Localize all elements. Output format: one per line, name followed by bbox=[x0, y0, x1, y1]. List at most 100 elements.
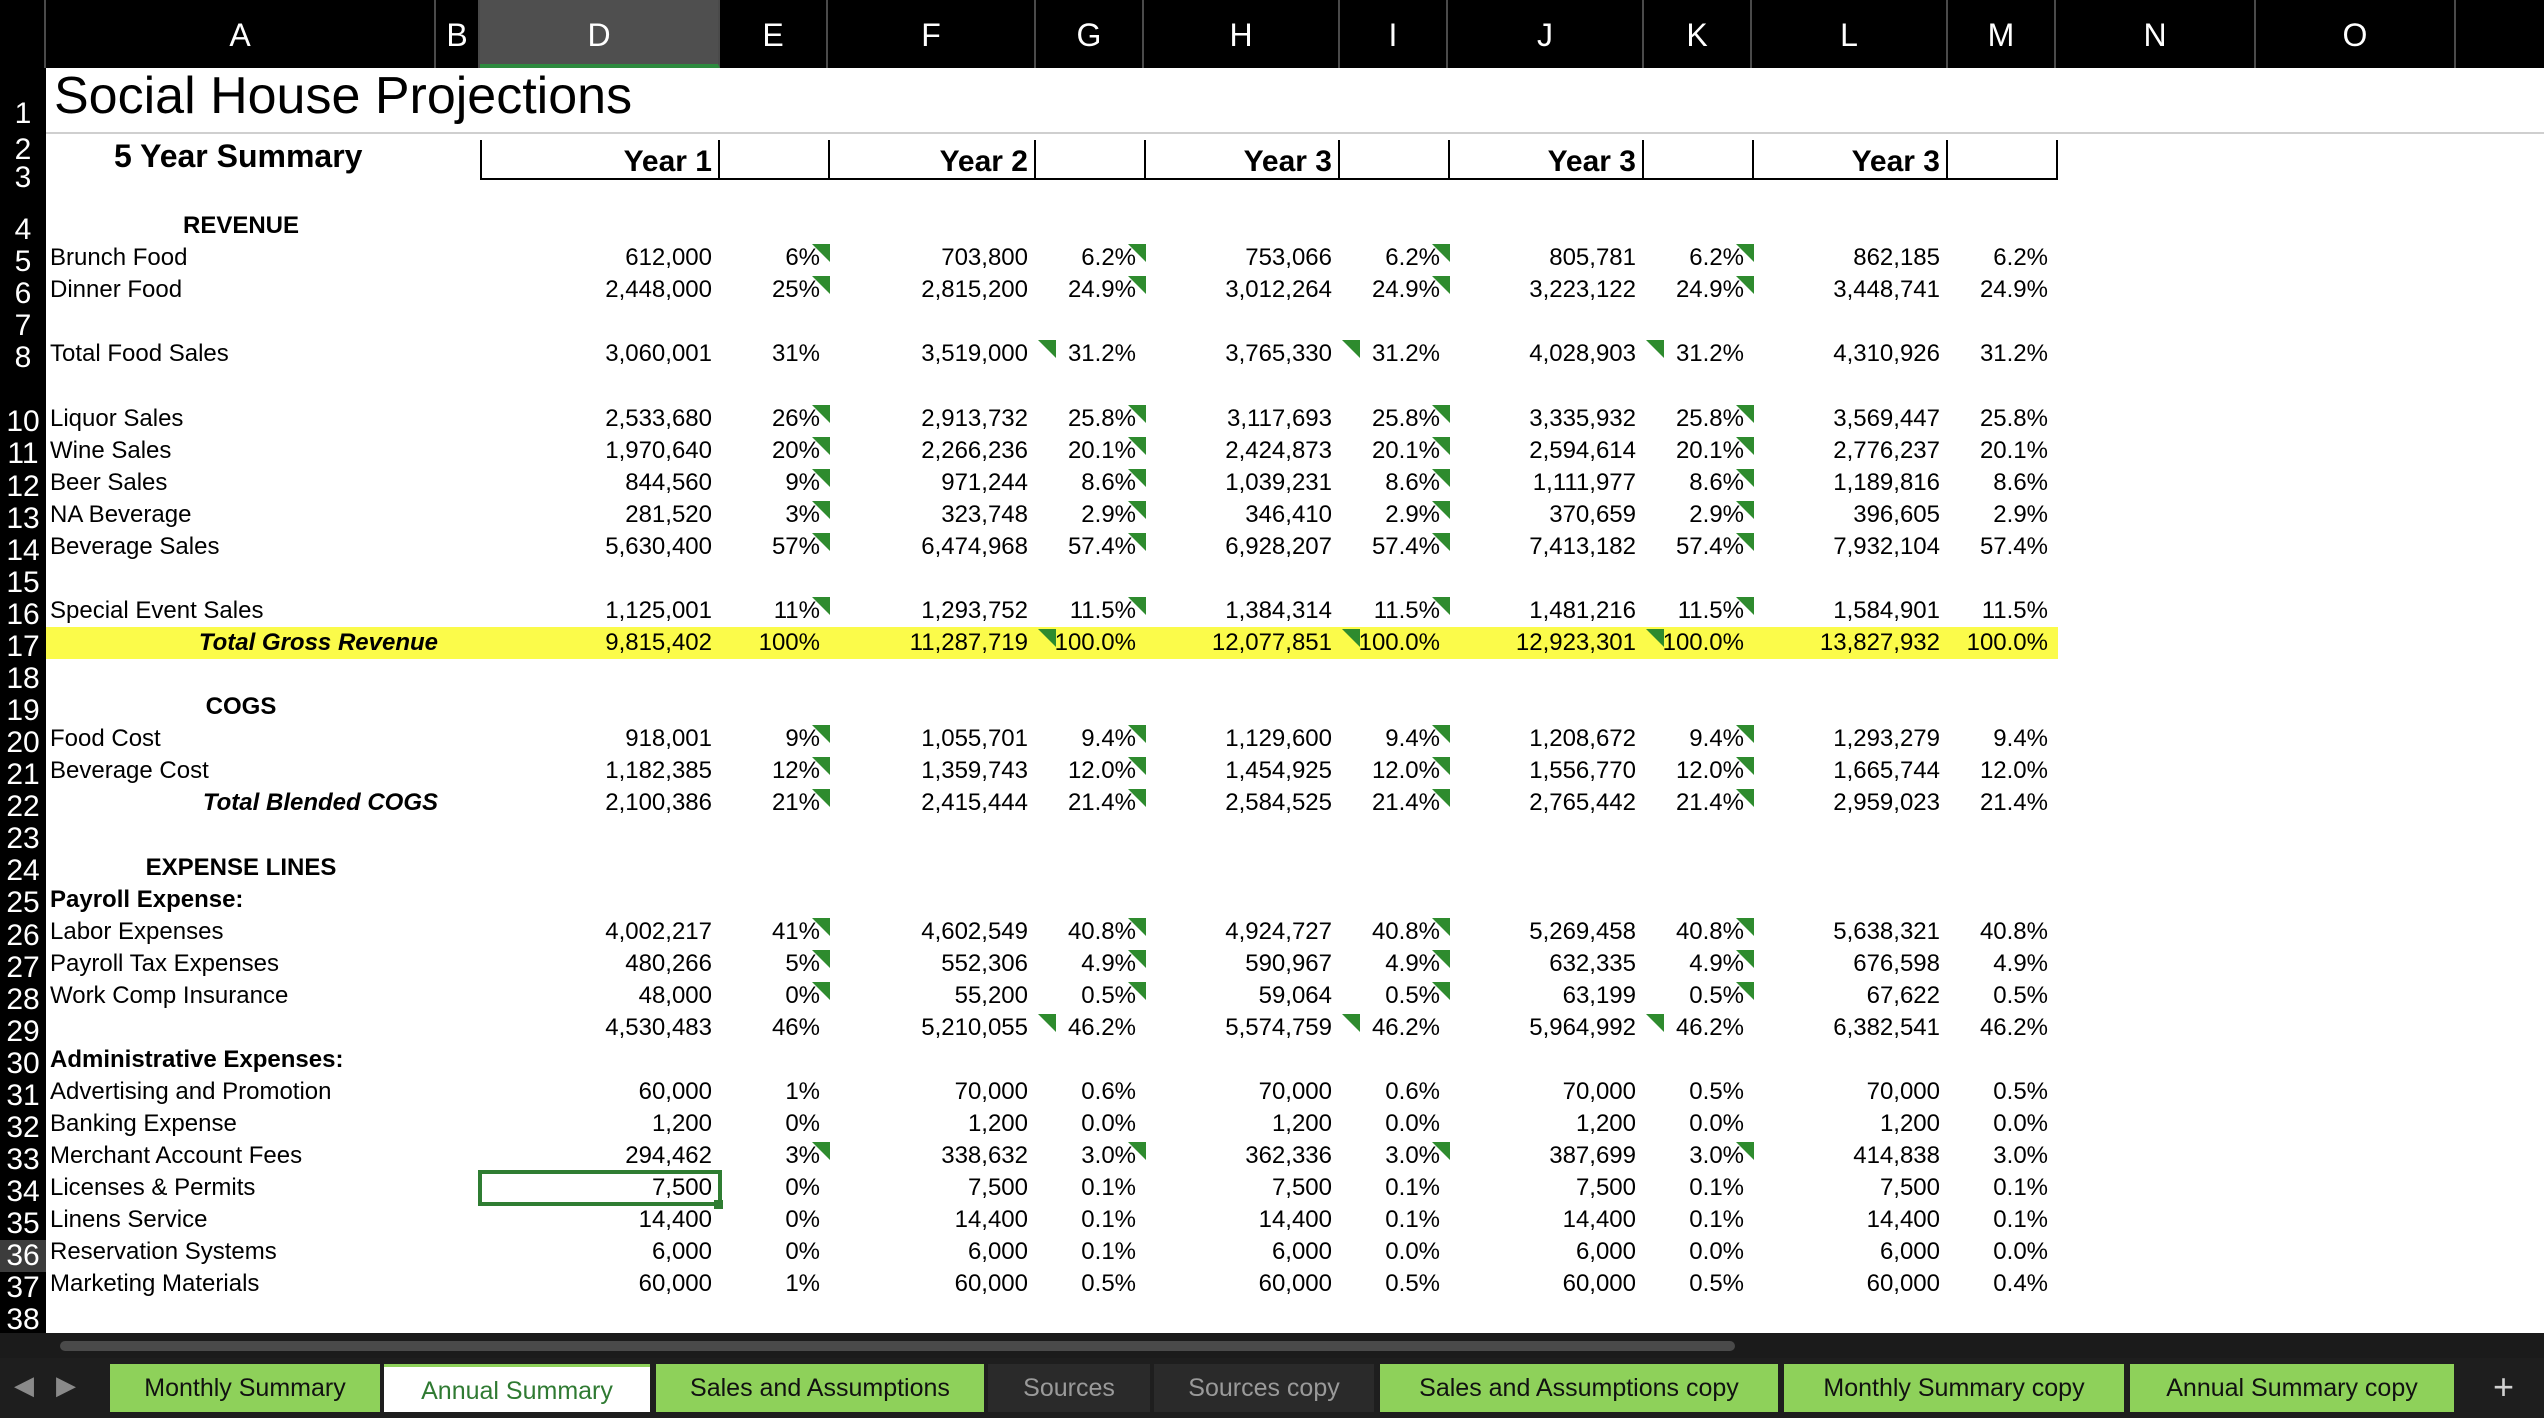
value-cell[interactable]: 3,223,122 bbox=[1529, 276, 1636, 304]
percent-cell[interactable]: 57.4% bbox=[1067, 532, 1136, 560]
percent-cell[interactable]: 0% bbox=[785, 981, 820, 1009]
value-cell[interactable]: 11,287,719 bbox=[909, 629, 1028, 657]
row-header-16[interactable]: 16 bbox=[6, 597, 40, 631]
column-header-b[interactable]: B bbox=[436, 0, 480, 68]
value-cell[interactable]: 1,970,640 bbox=[605, 436, 712, 464]
percent-cell[interactable]: 21.4% bbox=[1675, 789, 1744, 817]
percent-cell[interactable]: 57.4% bbox=[1979, 532, 2048, 560]
percent-cell[interactable]: 0.5% bbox=[1689, 1078, 1744, 1106]
percent-cell[interactable]: 25.8% bbox=[1979, 404, 2048, 432]
value-cell[interactable]: 4,530,483 bbox=[605, 1013, 712, 1041]
value-cell[interactable]: 48,000 bbox=[638, 981, 712, 1009]
percent-cell[interactable]: 12% bbox=[771, 757, 820, 785]
value-cell[interactable]: 1,189,816 bbox=[1833, 468, 1940, 496]
spreadsheet-grid[interactable]: Social House Projections 5 Year Summary … bbox=[46, 68, 2544, 1333]
value-cell[interactable]: 552,306 bbox=[941, 949, 1028, 977]
value-cell[interactable]: 60,000 bbox=[638, 1078, 712, 1106]
percent-cell[interactable]: 11.5% bbox=[1677, 596, 1744, 624]
percent-cell[interactable]: 2.9% bbox=[1993, 500, 2048, 528]
percent-cell[interactable]: 46.2% bbox=[1067, 1013, 1136, 1041]
percent-cell[interactable]: 0% bbox=[785, 1174, 820, 1202]
column-header-g[interactable]: G bbox=[1036, 0, 1144, 68]
value-cell[interactable]: 2,776,237 bbox=[1833, 436, 1940, 464]
value-cell[interactable]: 2,266,236 bbox=[921, 436, 1028, 464]
percent-cell[interactable]: 2.9% bbox=[1081, 500, 1136, 528]
percent-cell[interactable]: 3.0% bbox=[1689, 1142, 1744, 1170]
value-cell[interactable]: 1,293,279 bbox=[1833, 725, 1940, 753]
row-header-18[interactable]: 18 bbox=[6, 661, 40, 695]
percent-cell[interactable]: 12.0% bbox=[1675, 757, 1744, 785]
column-header-a[interactable]: A bbox=[46, 0, 436, 68]
sheet-tab-sources-copy[interactable]: Sources copy bbox=[1154, 1364, 1374, 1412]
column-header-n[interactable]: N bbox=[2056, 0, 2256, 68]
percent-cell[interactable]: 20.1% bbox=[1371, 436, 1440, 464]
percent-cell[interactable]: 41% bbox=[771, 917, 820, 945]
percent-cell[interactable]: 100.0% bbox=[1358, 629, 1440, 657]
value-cell[interactable]: 14,400 bbox=[638, 1206, 712, 1234]
value-cell[interactable]: 2,100,386 bbox=[605, 789, 712, 817]
percent-cell[interactable]: 100.0% bbox=[1054, 629, 1136, 657]
percent-cell[interactable]: 6.2% bbox=[1081, 244, 1136, 272]
percent-cell[interactable]: 1% bbox=[785, 1078, 820, 1106]
value-cell[interactable]: 14,400 bbox=[1866, 1206, 1940, 1234]
value-cell[interactable]: 70,000 bbox=[954, 1078, 1028, 1106]
value-cell[interactable]: 1,200 bbox=[1271, 1110, 1332, 1138]
value-cell[interactable]: 6,474,968 bbox=[921, 532, 1028, 560]
value-cell[interactable]: 2,415,444 bbox=[921, 789, 1028, 817]
value-cell[interactable]: 55,200 bbox=[954, 981, 1028, 1009]
select-all-corner[interactable] bbox=[0, 0, 46, 68]
value-cell[interactable]: 12,923,301 bbox=[1515, 629, 1636, 657]
row-header-2[interactable]: 2 bbox=[14, 133, 32, 166]
value-cell[interactable]: 6,000 bbox=[1879, 1238, 1940, 1266]
percent-cell[interactable]: 11.5% bbox=[1069, 596, 1136, 624]
percent-cell[interactable]: 21% bbox=[771, 789, 820, 817]
sheet-tab-sales-and-assumptions[interactable]: Sales and Assumptions bbox=[656, 1364, 984, 1412]
selected-cell-d36[interactable] bbox=[478, 1170, 722, 1207]
percent-cell[interactable]: 24.9% bbox=[1371, 276, 1440, 304]
column-header-h[interactable]: H bbox=[1144, 0, 1340, 68]
value-cell[interactable]: 6,000 bbox=[651, 1238, 712, 1266]
percent-cell[interactable]: 0.4% bbox=[1993, 1270, 2048, 1298]
row-header-34[interactable]: 34 bbox=[6, 1175, 40, 1209]
value-cell[interactable]: 1,200 bbox=[651, 1110, 712, 1138]
value-cell[interactable]: 6,000 bbox=[1271, 1238, 1332, 1266]
column-header-f[interactable]: F bbox=[828, 0, 1036, 68]
value-cell[interactable]: 7,500 bbox=[1271, 1174, 1332, 1202]
row-header-23[interactable]: 23 bbox=[6, 822, 40, 856]
row-header-7[interactable]: 7 bbox=[14, 309, 32, 343]
row-header-31[interactable]: 31 bbox=[6, 1078, 40, 1112]
value-cell[interactable]: 14,400 bbox=[954, 1206, 1028, 1234]
value-cell[interactable]: 1,481,216 bbox=[1529, 596, 1636, 624]
percent-cell[interactable]: 6.2% bbox=[1993, 244, 2048, 272]
value-cell[interactable]: 5,269,458 bbox=[1529, 917, 1636, 945]
percent-cell[interactable]: 0.5% bbox=[1385, 981, 1440, 1009]
percent-cell[interactable]: 100.0% bbox=[1662, 629, 1744, 657]
percent-cell[interactable]: 0.1% bbox=[1081, 1174, 1136, 1202]
percent-cell[interactable]: 3.0% bbox=[1081, 1142, 1136, 1170]
column-header-i[interactable]: I bbox=[1340, 0, 1448, 68]
row-header-32[interactable]: 32 bbox=[6, 1110, 40, 1144]
percent-cell[interactable]: 4.9% bbox=[1993, 949, 2048, 977]
row-header-36[interactable]: 36 bbox=[0, 1240, 46, 1273]
value-cell[interactable]: 63,199 bbox=[1562, 981, 1636, 1009]
percent-cell[interactable]: 8.6% bbox=[1689, 468, 1744, 496]
value-cell[interactable]: 6,928,207 bbox=[1225, 532, 1332, 560]
row-header-24[interactable]: 24 bbox=[6, 854, 40, 888]
percent-cell[interactable]: 0.5% bbox=[1993, 1078, 2048, 1106]
value-cell[interactable]: 703,800 bbox=[941, 244, 1028, 272]
row-header-28[interactable]: 28 bbox=[6, 982, 40, 1016]
value-cell[interactable]: 753,066 bbox=[1245, 244, 1332, 272]
value-cell[interactable]: 590,967 bbox=[1245, 949, 1332, 977]
value-cell[interactable]: 70,000 bbox=[1562, 1078, 1636, 1106]
value-cell[interactable]: 1,359,743 bbox=[921, 757, 1028, 785]
percent-cell[interactable]: 46.2% bbox=[1371, 1013, 1440, 1041]
percent-cell[interactable]: 4.9% bbox=[1081, 949, 1136, 977]
value-cell[interactable]: 2,913,732 bbox=[921, 404, 1028, 432]
percent-cell[interactable]: 21.4% bbox=[1979, 789, 2048, 817]
value-cell[interactable]: 387,699 bbox=[1549, 1142, 1636, 1170]
value-cell[interactable]: 632,335 bbox=[1549, 949, 1636, 977]
percent-cell[interactable]: 0.0% bbox=[1385, 1110, 1440, 1138]
value-cell[interactable]: 1,200 bbox=[967, 1110, 1028, 1138]
row-header-4[interactable]: 4 bbox=[14, 213, 32, 246]
percent-cell[interactable]: 31.2% bbox=[1371, 340, 1440, 368]
